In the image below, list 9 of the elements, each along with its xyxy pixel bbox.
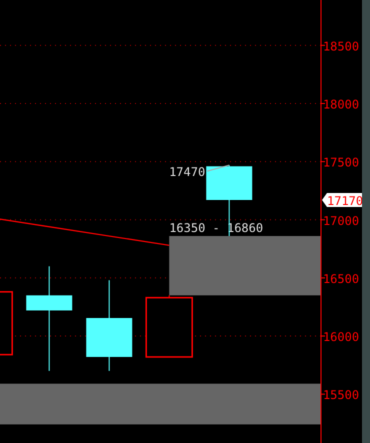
y-tick-label: 17500: [322, 156, 360, 170]
y-tick-label: 16500: [322, 272, 360, 286]
text: 17170: [327, 194, 364, 208]
y-tick-label: 15500: [322, 388, 360, 402]
y-tick-label: 18000: [322, 97, 360, 112]
y-tick-label: 16000: [322, 330, 360, 344]
y-tick-label: 17000: [322, 214, 360, 228]
y-tick-label: 18500: [322, 39, 360, 54]
annotation: 17470: [169, 165, 206, 180]
